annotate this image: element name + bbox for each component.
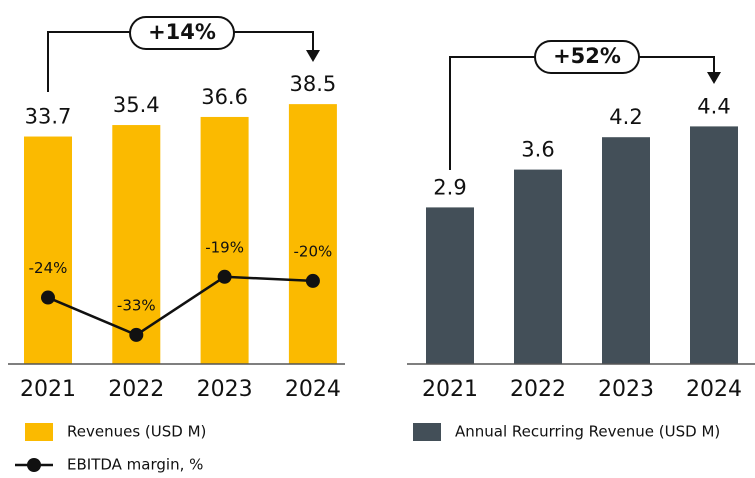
data-label: 2.9 xyxy=(433,175,466,199)
annotation-pill xyxy=(129,16,235,50)
bracket-line xyxy=(449,56,535,170)
bar xyxy=(200,116,249,364)
bracket-line xyxy=(234,31,314,52)
ebitda-line xyxy=(47,275,313,337)
bracket-right xyxy=(449,56,715,170)
bar xyxy=(288,104,337,364)
data-label: 38.5 xyxy=(290,72,337,96)
x-tick-label: 2023 xyxy=(598,377,654,402)
bar xyxy=(514,169,562,364)
data-label: -33% xyxy=(117,296,156,314)
arrow-head xyxy=(306,50,320,62)
data-label: 35.4 xyxy=(113,93,160,117)
legend-label: Revenues (USD M) xyxy=(67,423,206,441)
x-tick-label: 2022 xyxy=(510,377,566,402)
ebitda-marker xyxy=(129,327,144,342)
bar xyxy=(426,207,474,364)
bracket-left xyxy=(47,31,314,92)
data-label: 3.6 xyxy=(521,138,554,162)
x-tick-label: 2021 xyxy=(20,377,76,402)
data-label: -24% xyxy=(29,259,68,277)
legend-label: EBITDA margin, % xyxy=(67,456,203,474)
data-label: -20% xyxy=(294,242,333,260)
bracket-line xyxy=(47,31,130,92)
annotation: +14% xyxy=(148,20,216,44)
data-label: -19% xyxy=(205,238,244,256)
annotation: +52% xyxy=(553,44,621,68)
x-tick-label: 2024 xyxy=(686,377,742,402)
ebitda-marker xyxy=(41,290,55,305)
data-label: 4.2 xyxy=(609,105,642,129)
annotation-pill xyxy=(534,40,640,74)
ebitda-marker xyxy=(217,269,232,284)
data-label: 36.6 xyxy=(201,85,248,109)
bar xyxy=(602,137,650,364)
arrow-head xyxy=(707,72,721,84)
bar xyxy=(690,126,738,365)
x-tick-label: 2024 xyxy=(285,377,341,402)
bar xyxy=(24,136,72,364)
legend-marker xyxy=(27,458,41,472)
legend-swatch xyxy=(413,423,441,441)
data-label: 33.7 xyxy=(25,105,72,129)
x-tick-label: 2021 xyxy=(422,377,478,402)
legend-label: Annual Recurring Revenue (USD M) xyxy=(455,423,720,441)
x-tick-label: 2023 xyxy=(197,377,253,402)
data-label: 4.4 xyxy=(697,94,730,118)
bracket-line xyxy=(639,56,715,74)
legend-swatch xyxy=(25,423,53,441)
x-tick-label: 2022 xyxy=(108,377,164,402)
ebitda-marker xyxy=(305,273,320,288)
